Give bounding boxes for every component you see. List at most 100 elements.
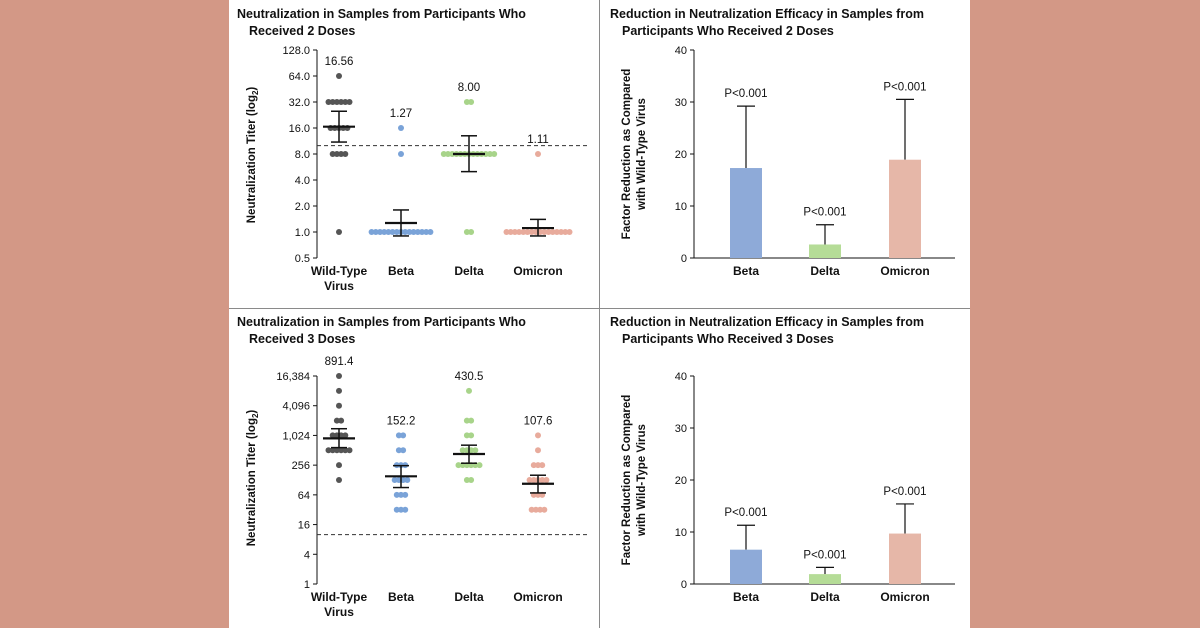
data-point xyxy=(406,229,413,235)
chart-title: Neutralization in Samples from Participa… xyxy=(237,315,526,329)
y-axis-label-text: Neutralization Titer (log xyxy=(246,95,258,223)
p-value-label: P<0.001 xyxy=(883,81,926,93)
data-point xyxy=(372,229,379,235)
x-category-label: Virus xyxy=(324,605,354,619)
data-point xyxy=(346,447,353,454)
data-point xyxy=(414,229,421,235)
data-point xyxy=(445,151,451,157)
data-point xyxy=(400,447,407,454)
x-category-label: Beta xyxy=(388,264,414,278)
data-point xyxy=(336,73,342,79)
data-point xyxy=(404,477,411,483)
x-category-label: Wild-Type xyxy=(311,590,368,604)
data-point xyxy=(393,506,400,513)
bar xyxy=(730,549,762,584)
data-point xyxy=(391,477,398,483)
data-point xyxy=(463,477,470,483)
y-tick-label: 32.0 xyxy=(289,97,310,109)
chart-title: Received 3 Doses xyxy=(249,332,355,346)
data-point xyxy=(562,229,569,235)
data-point xyxy=(346,99,353,105)
data-point xyxy=(377,229,383,235)
data-point xyxy=(530,462,537,469)
y-tick-label: 4,096 xyxy=(282,401,310,413)
data-point xyxy=(440,151,447,157)
p-value-label: P<0.001 xyxy=(724,507,767,519)
y-tick-label: 256 xyxy=(292,460,310,472)
data-point xyxy=(528,229,535,235)
data-point xyxy=(342,99,349,105)
data-point xyxy=(459,447,466,454)
x-category-label: Delta xyxy=(810,590,840,604)
y-tick-label: 0 xyxy=(681,253,687,265)
y-tick-label: 4.0 xyxy=(295,175,310,187)
y-tick-label: 1,024 xyxy=(282,430,310,442)
data-point xyxy=(520,229,527,235)
y-tick-label: 2.0 xyxy=(295,201,310,213)
x-category-label: Omicron xyxy=(513,264,562,278)
data-point xyxy=(526,477,533,483)
bar xyxy=(889,159,921,258)
x-category-label: Wild-Type xyxy=(311,264,368,278)
y-tick-label: 16,384 xyxy=(276,371,310,383)
y-axis-label: Factor Reduction as Compared xyxy=(621,69,633,240)
data-point xyxy=(402,506,409,513)
data-point xyxy=(558,229,565,235)
data-point xyxy=(342,432,349,439)
data-point xyxy=(463,99,470,105)
data-point xyxy=(342,447,349,454)
bar xyxy=(889,533,921,584)
x-category-label: Delta xyxy=(454,264,484,278)
data-point xyxy=(516,229,523,235)
data-point xyxy=(553,229,560,235)
data-point xyxy=(545,229,552,235)
data-point xyxy=(535,151,541,157)
data-point xyxy=(410,229,417,235)
x-category-label: Omicron xyxy=(880,264,929,278)
bar xyxy=(809,244,841,258)
data-point xyxy=(329,432,336,439)
gmt-label: 16.56 xyxy=(325,56,354,68)
y-axis-label-text: Neutralization Titer (log xyxy=(246,418,258,546)
data-point xyxy=(333,99,340,105)
y-tick-label: 40 xyxy=(675,45,687,57)
x-category-label: Omicron xyxy=(880,590,929,604)
data-point xyxy=(491,151,498,157)
data-point xyxy=(336,229,342,235)
data-point xyxy=(400,432,407,439)
x-category-label: Delta xyxy=(810,264,840,278)
data-point xyxy=(530,477,537,483)
data-point xyxy=(468,417,475,424)
y-tick-label: 0 xyxy=(681,579,687,591)
data-point xyxy=(402,229,409,235)
bar xyxy=(730,168,762,258)
data-point xyxy=(468,99,475,105)
y-axis-label: Neutralization Titer (log2) xyxy=(246,410,260,547)
y-tick-label: 10 xyxy=(675,527,687,539)
data-point xyxy=(511,229,518,235)
data-point xyxy=(338,447,345,454)
p-value-label: P<0.001 xyxy=(803,549,846,561)
data-point xyxy=(389,229,396,235)
panel-3dose-titers: Neutralization in Samples from Participa… xyxy=(237,315,587,619)
y-tick-label: 8.0 xyxy=(295,149,310,161)
bar xyxy=(809,574,841,584)
data-point xyxy=(329,99,336,105)
y-tick-label: 30 xyxy=(675,97,687,109)
data-point xyxy=(539,462,546,469)
data-point xyxy=(535,447,541,454)
chart-title: Reduction in Neutralization Efficacy in … xyxy=(610,315,924,329)
data-point xyxy=(487,151,493,157)
data-point xyxy=(368,229,375,235)
data-point xyxy=(385,229,392,235)
data-point xyxy=(463,229,470,235)
data-point xyxy=(393,491,400,498)
data-point xyxy=(336,402,342,409)
x-category-label: Beta xyxy=(733,590,759,604)
data-point xyxy=(472,447,479,454)
data-point xyxy=(333,151,340,157)
data-point xyxy=(468,432,475,439)
data-point xyxy=(423,229,430,235)
y-tick-label: 64 xyxy=(298,490,310,502)
panel-3dose-reduction: Reduction in Neutralization Efficacy in … xyxy=(610,315,955,604)
